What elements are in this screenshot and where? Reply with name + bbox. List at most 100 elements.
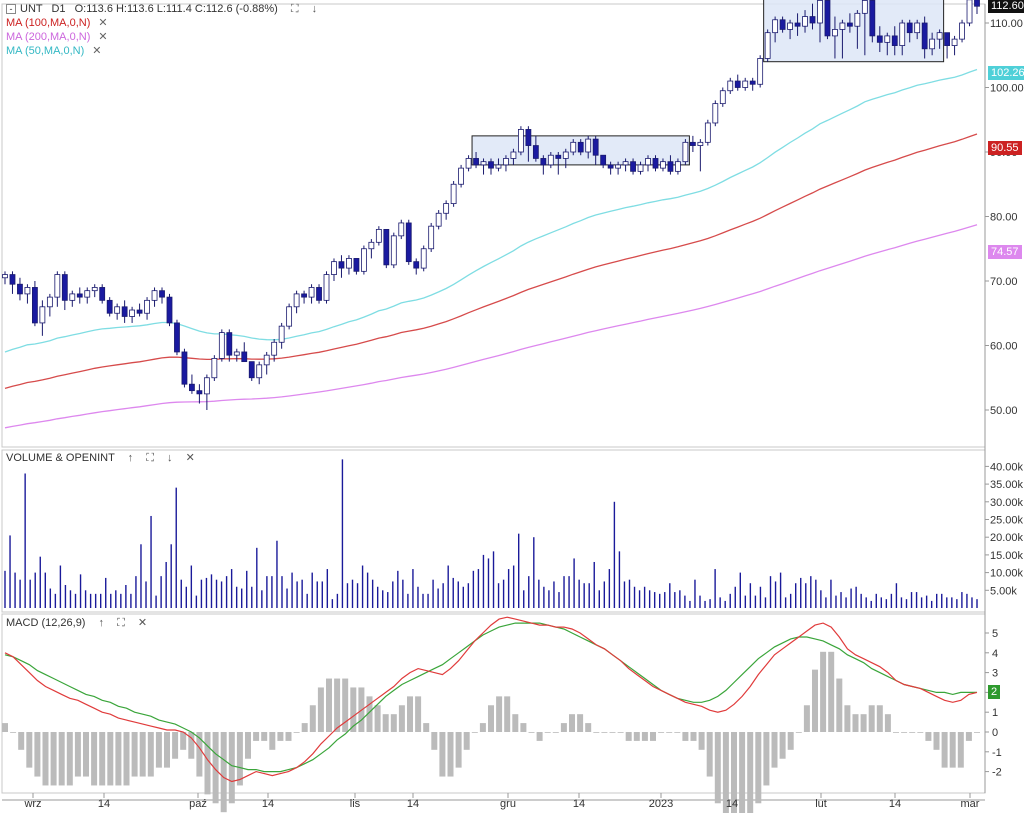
close-icon[interactable]: ✕ (92, 45, 102, 57)
candle-body (570, 141, 577, 153)
macd-histogram-bar (957, 732, 964, 768)
candle-body (166, 296, 173, 324)
close-icon[interactable]: ✕ (98, 17, 108, 29)
ma200-line (4, 224, 978, 429)
macd-histogram-bar (10, 732, 17, 733)
symbol-label: UNT (20, 3, 43, 15)
macd-histogram-bar (277, 732, 284, 741)
time-tick-label: gru (500, 798, 516, 810)
macd-tick-label: 3 (992, 668, 998, 680)
candle-body (32, 287, 38, 324)
candle-body (846, 22, 853, 27)
macd-histogram-bar (496, 696, 503, 732)
macd-histogram-bar (439, 732, 446, 777)
macd-histogram-bar (463, 732, 470, 750)
macd-histogram-bar (115, 732, 122, 786)
candle-body (652, 158, 659, 169)
close-icon[interactable]: ✕ (137, 617, 148, 629)
macd-histogram-bar (431, 732, 438, 750)
macd-histogram-bar (407, 696, 413, 732)
volume-tick-label: 5.00k (990, 585, 1017, 597)
macd-histogram-bar (204, 732, 211, 795)
macd-histogram-bar (901, 732, 908, 733)
candle-body (839, 22, 846, 30)
collapse-icon[interactable]: - (6, 4, 16, 14)
candle-body (151, 290, 158, 301)
chart-header: - UNT D1 O:113.6 H:113.6 L:111.4 C:112.6 … (6, 3, 317, 16)
candle-body (91, 287, 98, 292)
macd-histogram-bar (512, 714, 519, 732)
time-tick-label: mar (961, 798, 980, 810)
arrow-up-icon[interactable]: ↑ (127, 452, 134, 464)
arrow-down-icon[interactable]: ↓ (311, 3, 318, 15)
close-icon[interactable]: ✕ (185, 452, 195, 464)
candle-body (159, 290, 165, 298)
candle-body (390, 235, 397, 266)
expand-icon[interactable]: ⛶ (290, 3, 299, 15)
candle-body (869, 0, 876, 37)
macd-histogram-bar (34, 732, 41, 777)
macd-tick-label: 5 (992, 628, 998, 640)
candle-body (316, 287, 322, 301)
timeframe-label: D1 (51, 3, 66, 15)
macd-histogram-bar (455, 732, 462, 768)
ma100-line (4, 133, 978, 390)
close-icon[interactable]: ✕ (98, 31, 108, 43)
candle-body (203, 377, 210, 395)
candle-body (936, 32, 943, 40)
macd-histogram-bar (479, 723, 486, 732)
candle-body (488, 161, 494, 169)
macd-tick-label: 0 (992, 727, 998, 739)
time-tick-label: 14 (98, 798, 110, 810)
macd-histogram-bar (350, 687, 357, 732)
price-tick-label: 110.00 (990, 18, 1023, 30)
macd-histogram-bar (747, 732, 754, 813)
candle-body (17, 283, 23, 295)
macd-histogram-bar (374, 705, 381, 732)
candle-body (338, 261, 345, 269)
candle-body (749, 80, 756, 85)
arrow-down-icon[interactable]: ↓ (167, 452, 173, 464)
candle-body (301, 293, 307, 298)
candle-body (929, 38, 936, 50)
expand-icon[interactable]: ⛶ (117, 617, 125, 629)
time-tick-label: lut (815, 798, 827, 810)
price-tick-label: 60.00 (990, 341, 1018, 353)
candle-body (615, 164, 622, 169)
price-badge: 90.55 (988, 141, 1022, 156)
macd-histogram-bar (836, 678, 843, 732)
candle-body (271, 341, 278, 356)
macd-histogram-bar (180, 732, 187, 750)
price-tick-label: 50.00 (990, 405, 1018, 417)
macd-histogram-bar (698, 732, 705, 750)
candle-body (480, 161, 487, 166)
volume-tick-label: 10.00k (990, 568, 1024, 580)
candle-body (375, 228, 382, 243)
candle-body (76, 293, 83, 298)
candle-body (921, 22, 928, 50)
candle-body (675, 161, 681, 172)
macd-panel-header: MACD (12,26,9) ↑ ⛶ ✕ (6, 617, 147, 630)
candle-body (914, 22, 921, 34)
candle-body (2, 274, 8, 279)
macd-histogram-bar (147, 732, 154, 777)
volume-series (4, 459, 978, 608)
macd-histogram-bar (560, 723, 567, 732)
candle-body (121, 306, 128, 317)
macd-histogram-bar (390, 714, 397, 732)
arrow-up-icon[interactable]: ↑ (98, 617, 105, 629)
expand-icon[interactable]: ⛶ (146, 452, 154, 464)
candle-body (256, 364, 263, 379)
macd-histogram-bar (139, 732, 146, 777)
candle-body (510, 151, 517, 159)
candle-body (465, 158, 472, 169)
candle-body (794, 22, 801, 27)
ma50-label: MA (50,MA,0,N) (6, 45, 85, 57)
macd-histogram-bar (787, 732, 794, 750)
candle-body (218, 332, 225, 359)
time-tick-label: lis (350, 798, 361, 810)
macd-histogram-bar (196, 732, 203, 777)
macd-histogram-bar (779, 732, 786, 759)
macd-histogram-bar (107, 732, 114, 786)
